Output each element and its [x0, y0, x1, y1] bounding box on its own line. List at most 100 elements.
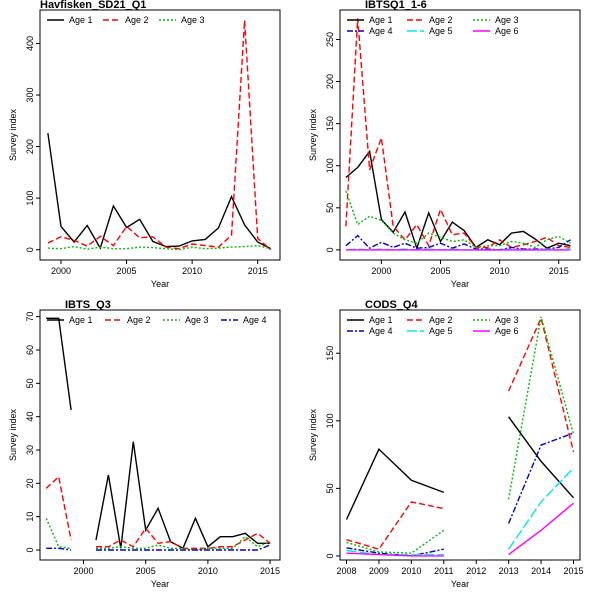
chart-panel-1: IBTSQ1_1-6 2000 2005 2010 2015 0 50 100 150 200 25…	[308, 0, 581, 289]
y-tick-label: 50	[325, 203, 335, 213]
x-tick-label: 2011	[434, 566, 453, 576]
series-line-age-1-part-1	[46, 317, 72, 411]
y-tick-label: 150	[325, 116, 335, 131]
legend-label-age-4: Age 4	[243, 315, 267, 325]
chart-title: Havfisken_SD21_Q1	[40, 0, 146, 11]
series-line-age-3-part-2	[96, 535, 271, 551]
y-tick-label: 30	[25, 445, 35, 455]
series-line-age-4-part-2	[96, 544, 271, 551]
legend-label-age-2: Age 2	[125, 15, 149, 25]
series-line-age-3-part-2	[507, 316, 575, 500]
series-line-age-2	[345, 18, 571, 249]
y-axis-label: Survey index	[308, 108, 318, 161]
legend-label-age-6: Age 6	[495, 26, 519, 36]
legend-label-age-3: Age 3	[185, 315, 209, 325]
series-line-age-6-part-2	[508, 502, 574, 556]
x-tick-label: 2000	[51, 266, 71, 276]
x-tick-label: 2013	[499, 566, 519, 576]
y-axis-label: Survey index	[8, 108, 18, 161]
series-line-age-3-part-1	[346, 529, 445, 554]
y-tick-label: 150	[325, 346, 335, 361]
legend-label-age-3: Age 3	[181, 15, 205, 25]
series-line-age-2-part-2	[507, 315, 575, 453]
legend-label-age-3: Age 3	[495, 15, 519, 25]
plot-frame	[39, 309, 281, 561]
x-axis-label: Year	[451, 579, 469, 589]
y-tick-label: 0	[325, 247, 335, 252]
legend-label-age-1: Age 1	[69, 15, 93, 25]
series-line-age-3	[345, 190, 571, 249]
x-axis-label: Year	[151, 579, 169, 589]
x-tick-label: 2015	[260, 566, 280, 576]
chart-title: IBTS_Q3	[65, 299, 111, 311]
series-line-age-2-part-1	[45, 475, 72, 541]
x-tick-label: 2015	[549, 266, 569, 276]
x-axis-label: Year	[151, 279, 169, 289]
legend-label-age-2: Age 2	[127, 315, 151, 325]
chart-title: CODS_Q4	[365, 299, 418, 311]
series-line-age-4-part-1	[46, 547, 72, 551]
y-tick-label: 20	[25, 478, 35, 488]
series-line-age-5-part-2	[508, 467, 575, 550]
legend-label-age-4: Age 4	[369, 26, 393, 36]
y-axis-label: Survey index	[8, 408, 18, 461]
x-tick-label: 2000	[371, 266, 391, 276]
y-tick-label: 0	[25, 547, 35, 552]
y-tick-label: 0	[325, 553, 335, 558]
x-tick-label: 2000	[74, 566, 94, 576]
plot-frame	[39, 9, 281, 261]
y-tick-label: 60	[25, 345, 35, 355]
x-tick-label: 2010	[490, 266, 510, 276]
series-line-age-1-part-1	[345, 448, 445, 520]
chart-panel-2: IBTS_Q3 2000 2005 2010 2015 0 10 20 30 40 50 60 70 Ye…	[8, 299, 281, 589]
series-line-age-4	[345, 234, 571, 251]
y-tick-label: 250	[325, 32, 335, 47]
legend-label-age-1: Age 1	[369, 15, 393, 25]
legend-label-age-5: Age 5	[429, 326, 453, 336]
series-line-age-2	[47, 20, 272, 251]
y-tick-label: 40	[25, 412, 35, 422]
chart-panel-0: Havfisken_SD21_Q1 2000 2005 2010 2015 0 100 200…	[8, 0, 281, 289]
x-tick-label: 2015	[248, 266, 268, 276]
series-line-age-2-part-1	[346, 501, 444, 551]
series-line-age-1-part-2	[508, 416, 575, 499]
series-line-age-4-part-2	[507, 432, 574, 524]
x-tick-label: 2010	[401, 566, 421, 576]
y-tick-label: 100	[325, 413, 335, 428]
y-axis-label: Survey index	[308, 408, 318, 461]
series-line-age-3	[47, 244, 271, 251]
x-tick-label: 2005	[430, 266, 450, 276]
y-tick-label: 200	[325, 74, 335, 89]
legend-label-age-6: Age 6	[495, 326, 519, 336]
x-tick-label: 2010	[198, 566, 218, 576]
legend-label-age-2: Age 2	[429, 315, 453, 325]
plot-frame	[339, 9, 581, 261]
legend-label-age-1: Age 1	[369, 315, 393, 325]
legend-label-age-1: Age 1	[69, 315, 93, 325]
y-tick-label: 70	[25, 312, 35, 322]
series-line-age-1-part-2	[95, 441, 271, 550]
legend-label-age-2: Age 2	[429, 15, 453, 25]
chart-title: IBTSQ1_1-6	[365, 0, 427, 11]
x-tick-label: 2014	[531, 566, 551, 576]
x-tick-label: 2015	[563, 566, 583, 576]
x-axis-label: Year	[451, 279, 469, 289]
y-tick-label: 200	[25, 139, 35, 154]
plot-frame	[339, 309, 581, 561]
x-tick-label: 2005	[136, 566, 156, 576]
legend-label-age-5: Age 5	[429, 26, 453, 36]
y-tick-label: 300	[25, 88, 35, 103]
y-tick-label: 0	[25, 247, 35, 252]
series-line-age-1	[47, 133, 272, 250]
x-tick-label: 2005	[117, 266, 137, 276]
series-line-age-6-part-1	[346, 552, 444, 557]
legend-label-age-4: Age 4	[369, 326, 393, 336]
y-tick-label: 50	[25, 378, 35, 388]
y-tick-label: 10	[25, 512, 35, 522]
y-tick-label: 100	[325, 158, 335, 173]
y-tick-label: 100	[25, 191, 35, 206]
x-tick-label: 2008	[336, 566, 356, 576]
x-tick-label: 2010	[182, 266, 202, 276]
y-tick-label: 400	[25, 36, 35, 51]
legend-label-age-3: Age 3	[495, 315, 519, 325]
